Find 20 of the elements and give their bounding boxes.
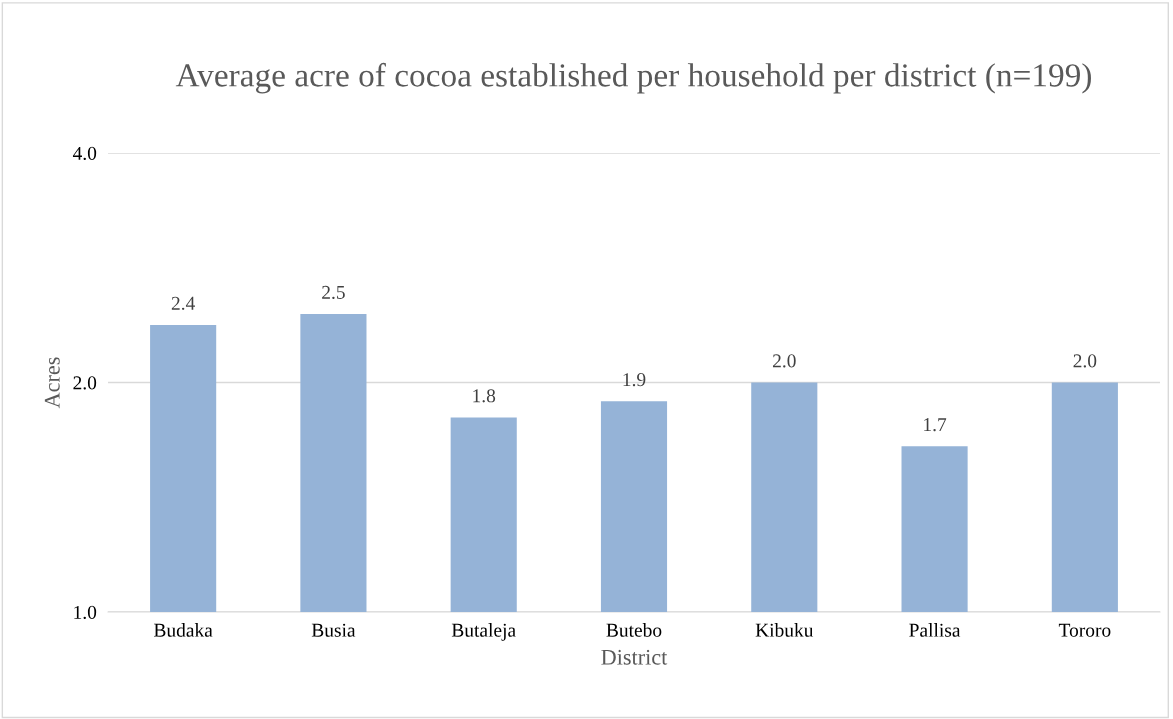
data-label: 1.9 bbox=[623, 373, 646, 387]
x-tick-label: Budaka bbox=[154, 623, 213, 637]
data-label: 2.4 bbox=[171, 296, 195, 310]
x-axis-title: District bbox=[601, 649, 668, 665]
x-tick-label: Butebo bbox=[606, 623, 662, 637]
x-tick-label: Pallisa bbox=[909, 623, 961, 637]
data-label: 1.8 bbox=[473, 389, 496, 403]
data-label: 1.7 bbox=[924, 418, 947, 432]
data-label: 2.5 bbox=[322, 285, 345, 299]
y-tick-label: 1.0 bbox=[74, 605, 97, 620]
y-axis-title: Acres bbox=[44, 357, 60, 409]
y-tick-label: 4.0 bbox=[72, 146, 97, 161]
data-label: 2.0 bbox=[1073, 354, 1097, 368]
x-tick-label: Tororo bbox=[1058, 623, 1111, 637]
x-tick-label: Busia bbox=[311, 623, 356, 637]
data-label: 2.0 bbox=[772, 354, 796, 368]
y-tick-label: 2.0 bbox=[73, 376, 97, 390]
x-tick-label: Butaleja bbox=[451, 623, 516, 641]
chart-title: Average acre of cocoa established per household per district (n=199) bbox=[175, 62, 1091, 94]
x-tick-label: Kibuku bbox=[755, 623, 814, 637]
